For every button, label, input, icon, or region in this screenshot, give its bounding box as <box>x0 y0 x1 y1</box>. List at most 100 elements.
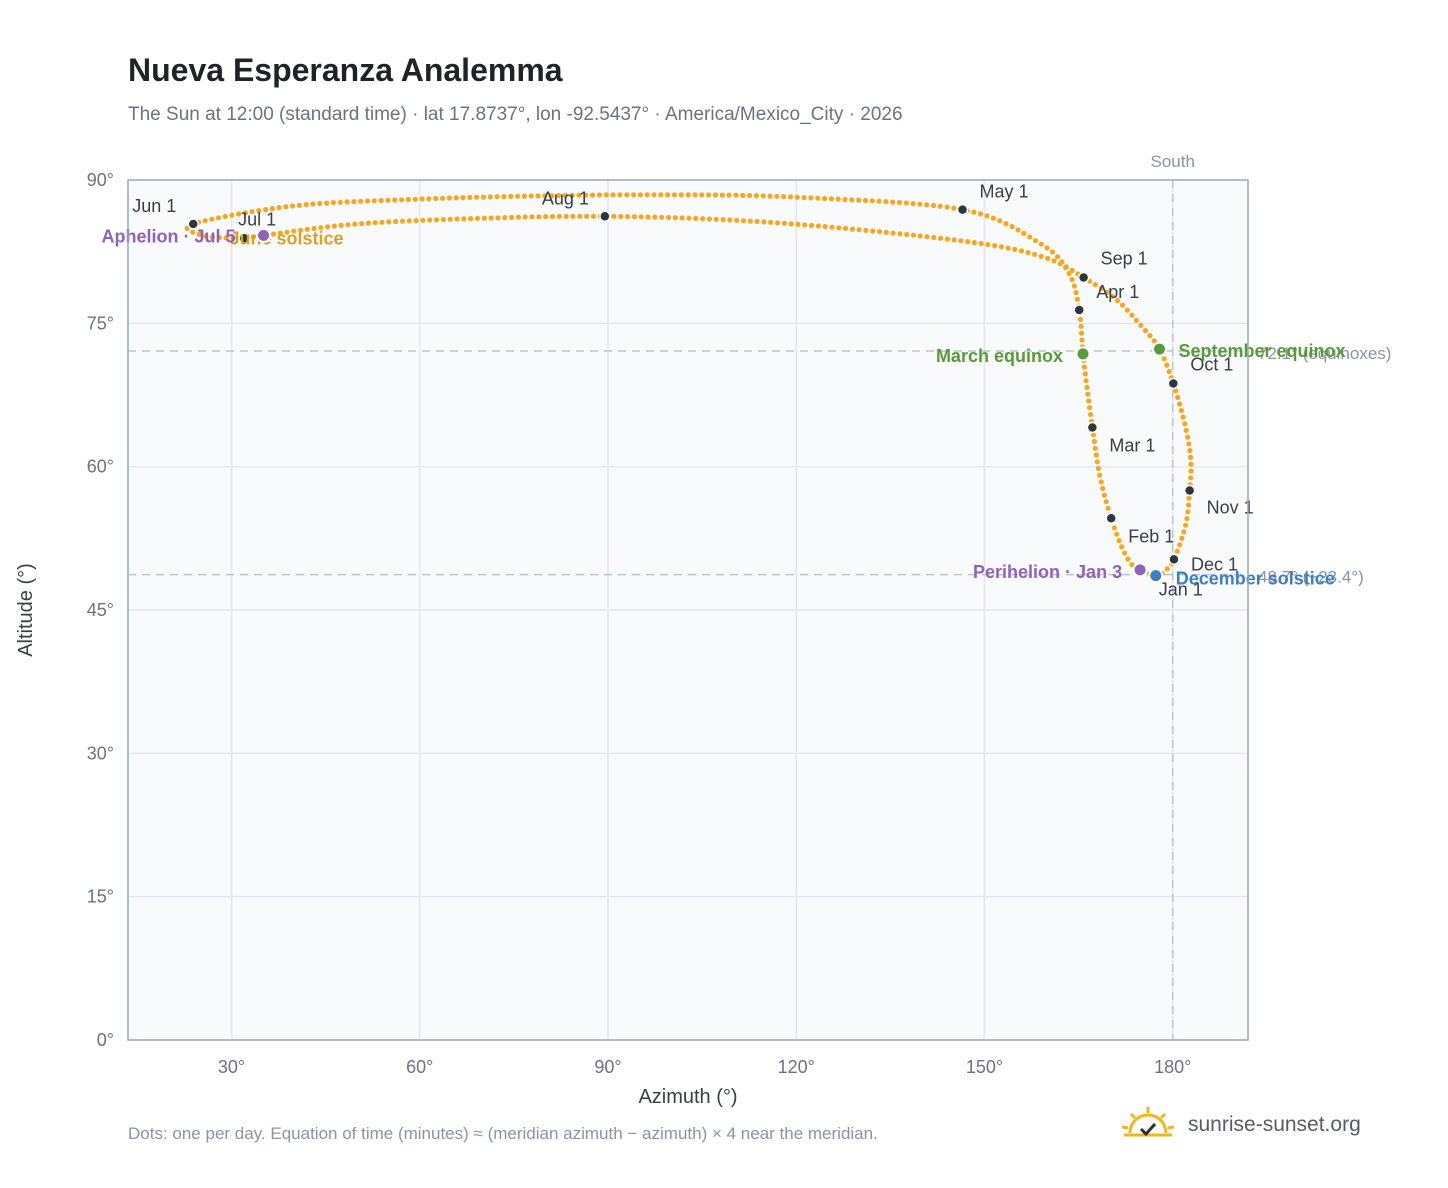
daily-sun-dot <box>276 205 282 211</box>
daily-sun-dot <box>1018 248 1025 254</box>
daily-sun-dot <box>1078 330 1085 336</box>
daily-sun-dot <box>1185 509 1191 515</box>
daily-sun-dot <box>202 218 208 224</box>
daily-sun-dot <box>652 214 658 220</box>
daily-sun-dot <box>474 215 481 221</box>
daily-sun-dot <box>1092 445 1098 451</box>
daily-sun-dot <box>570 213 576 219</box>
daily-sun-dot <box>392 197 398 203</box>
daily-sun-dot <box>372 220 378 226</box>
daily-sun-dot <box>1111 525 1117 531</box>
daily-sun-dot <box>405 196 411 203</box>
daily-sun-dot <box>740 192 746 198</box>
month-marker <box>1183 484 1196 497</box>
daily-sun-dot <box>1094 459 1100 465</box>
daily-sun-dot <box>1015 227 1021 233</box>
daily-sun-dot <box>883 229 889 235</box>
daily-sun-dot <box>685 192 691 198</box>
daily-sun-dot <box>330 200 336 206</box>
daily-sun-dot <box>720 217 726 223</box>
daily-sun-dot <box>364 198 371 204</box>
daily-sun-dot <box>1103 499 1109 505</box>
daily-sun-dot <box>256 208 262 214</box>
daily-sun-dot <box>801 195 807 201</box>
daily-sun-dot <box>590 192 596 198</box>
daily-sun-dot <box>495 215 501 221</box>
daily-sun-dot <box>843 225 849 231</box>
event-marker <box>1148 568 1164 584</box>
daily-sun-dot <box>379 219 385 225</box>
daily-sun-dot <box>965 239 971 245</box>
daily-sun-dot <box>413 218 419 224</box>
daily-sun-dot <box>938 235 944 241</box>
daily-sun-dot <box>216 234 222 241</box>
brand[interactable]: sunrise-sunset.org <box>1118 1100 1361 1150</box>
daily-sun-dot <box>863 227 869 233</box>
daily-sun-dot <box>399 218 406 224</box>
daily-sun-dot <box>665 192 671 198</box>
daily-sun-dot <box>317 200 323 207</box>
daily-sun-dot <box>692 192 698 198</box>
daily-sun-dot <box>774 193 780 199</box>
daily-sun-dot <box>521 193 528 199</box>
daily-sun-dot <box>562 192 568 198</box>
daily-sun-dot <box>1038 241 1044 247</box>
month-marker <box>238 232 250 245</box>
daily-sun-dot <box>951 205 957 211</box>
daily-sun-dot <box>1185 434 1191 440</box>
daily-sun-dot <box>1079 337 1085 343</box>
month-marker <box>1073 304 1085 316</box>
daily-sun-dot <box>529 214 535 220</box>
month-marker <box>599 210 611 223</box>
daily-sun-dot <box>1180 414 1186 420</box>
daily-sun-dot <box>869 198 875 204</box>
daily-sun-dot <box>358 198 364 204</box>
daily-sun-dot <box>1091 438 1097 445</box>
daily-sun-dot <box>1082 371 1088 377</box>
daily-sun-dot <box>337 199 343 205</box>
daily-sun-dot <box>856 197 862 203</box>
daily-sun-dot <box>624 192 630 198</box>
month-label: Dec 1 <box>1191 554 1238 574</box>
daily-sun-dot <box>324 200 330 206</box>
event-label: December solstice <box>1176 569 1335 589</box>
daily-sun-dot <box>849 226 856 232</box>
daily-sun-dot <box>270 231 277 237</box>
daily-sun-dot <box>296 202 302 208</box>
daily-sun-dot <box>1032 251 1038 257</box>
daily-sun-dot <box>440 216 446 223</box>
daily-sun-dot <box>420 217 426 223</box>
daily-sun-dot <box>1177 542 1183 548</box>
daily-sun-dot <box>686 215 692 221</box>
y-tick-label: 45° <box>87 600 114 620</box>
daily-sun-dot <box>263 207 269 213</box>
daily-sun-dot <box>386 219 392 225</box>
daily-sun-dot <box>190 229 196 235</box>
daily-sun-dot <box>1188 454 1194 460</box>
daily-sun-dot <box>318 225 324 231</box>
daily-sun-dot <box>290 203 296 209</box>
daily-sun-dot <box>1188 468 1194 474</box>
daily-sun-dot <box>1092 282 1098 288</box>
daily-sun-dot <box>460 195 466 201</box>
daily-sun-dot <box>997 218 1003 224</box>
daily-sun-dot <box>543 214 549 220</box>
daily-sun-dot <box>584 213 590 219</box>
event-marker <box>1152 341 1168 357</box>
daily-sun-dot <box>454 216 460 222</box>
y-tick-label: 90° <box>87 170 114 190</box>
daily-sun-dot <box>699 192 705 198</box>
daily-sun-dot <box>617 192 623 198</box>
daily-sun-dot <box>351 199 357 205</box>
daily-sun-dot <box>603 192 609 198</box>
daily-sun-dot <box>1181 529 1187 535</box>
daily-sun-dot <box>1090 432 1096 438</box>
daily-sun-dot <box>222 213 228 220</box>
daily-sun-dot <box>596 192 603 198</box>
daily-sun-dot <box>576 192 582 198</box>
daily-sun-dot <box>1104 289 1110 295</box>
daily-sun-dot <box>277 230 283 236</box>
daily-sun-dot <box>733 192 739 198</box>
daily-sun-dot <box>679 215 685 221</box>
